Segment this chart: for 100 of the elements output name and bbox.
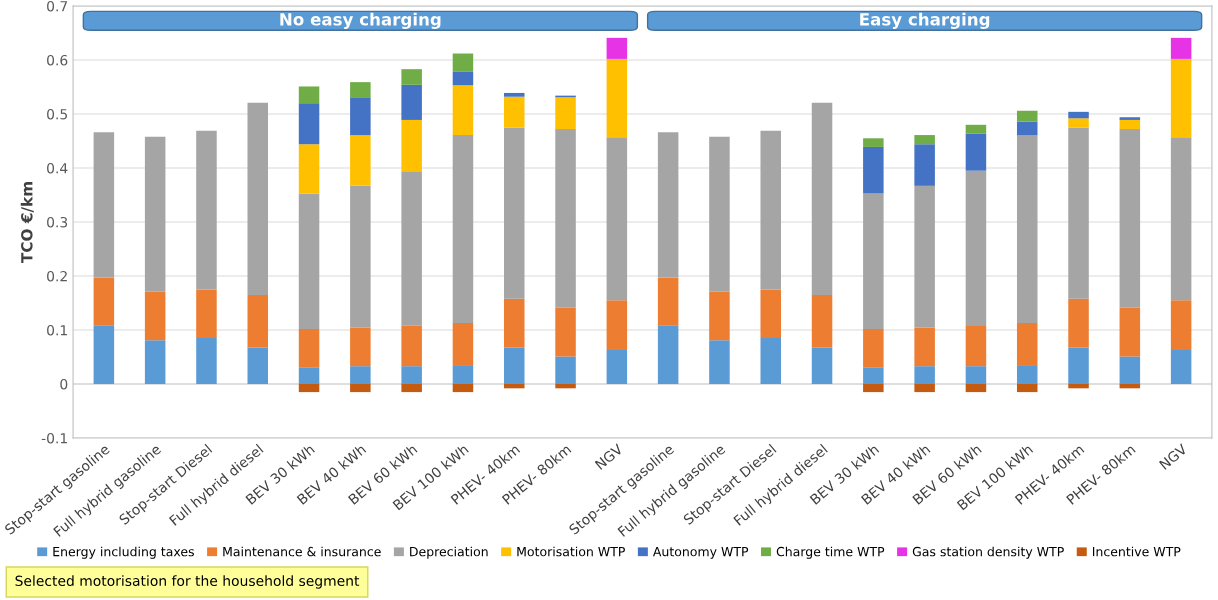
- y-tick-label: 0.7: [47, 0, 68, 12]
- bar: [452, 53, 474, 72]
- bar: [1016, 110, 1038, 122]
- bar: [93, 325, 115, 384]
- bar: [863, 384, 884, 393]
- bar: [144, 136, 166, 292]
- bar: [1016, 121, 1038, 136]
- y-tick-label: 0.3: [47, 216, 68, 228]
- bar: [555, 97, 576, 130]
- bar: [760, 338, 781, 384]
- bar: [298, 193, 320, 329]
- bar: [144, 291, 166, 341]
- bar: [1119, 119, 1141, 130]
- bar: [1068, 298, 1089, 348]
- bar: [1119, 384, 1141, 389]
- bar: [1068, 384, 1089, 389]
- bar: [1068, 347, 1089, 384]
- bar: [709, 291, 730, 341]
- y-tick-label: 0: [60, 378, 68, 390]
- bar: [350, 82, 371, 98]
- bar: [1068, 127, 1089, 299]
- bar: [709, 136, 730, 292]
- bar: [760, 130, 781, 290]
- bar: [914, 384, 935, 393]
- bar: [606, 58, 628, 138]
- bar: [555, 384, 576, 389]
- bar: [298, 384, 320, 393]
- y-tick-label: -0.1: [41, 432, 67, 444]
- bar: [503, 96, 525, 128]
- legend-label: Charge time WTP: [776, 546, 885, 559]
- bar: [93, 277, 115, 326]
- bar: [196, 130, 217, 290]
- bar: [1170, 58, 1192, 138]
- y-tick-label: 0.2: [47, 270, 67, 282]
- bar: [914, 185, 935, 328]
- bar: [1119, 356, 1141, 384]
- bar: [863, 328, 884, 368]
- bar: [401, 366, 422, 384]
- bar: [606, 137, 628, 301]
- legend-label: Motorisation WTP: [517, 546, 625, 557]
- bar: [1119, 307, 1141, 357]
- bar: [1016, 135, 1038, 323]
- bar: [401, 69, 422, 85]
- bar: [863, 367, 884, 384]
- annotation: No easy charging: [280, 12, 441, 29]
- bar: [452, 322, 474, 366]
- bar: [1170, 349, 1192, 384]
- bar: [401, 171, 422, 326]
- bar: [350, 366, 371, 384]
- bar: [965, 366, 987, 384]
- legend-label: Autonomy WTP: [652, 547, 749, 559]
- bar: [657, 132, 679, 278]
- legend-label: Depreciation: [410, 546, 488, 559]
- bar: [196, 338, 217, 384]
- bar: [1068, 111, 1089, 119]
- bar: [298, 328, 320, 368]
- bar: [503, 347, 525, 384]
- text: Selected motorisation for the household segment: [15, 575, 360, 589]
- bar: [555, 129, 576, 308]
- bar: [965, 384, 987, 393]
- bar: [965, 124, 987, 134]
- bar: [350, 135, 371, 186]
- bar: [401, 325, 422, 367]
- bar: [298, 103, 320, 145]
- bar: [914, 327, 935, 367]
- bar: [401, 384, 422, 393]
- bar: [914, 144, 935, 186]
- bar: [863, 146, 884, 194]
- bar: [1170, 137, 1192, 301]
- bar: [760, 289, 781, 339]
- bar: [1119, 129, 1141, 308]
- bar: [144, 340, 166, 384]
- legend-label: Maintenance & insurance: [223, 546, 381, 557]
- bar: [350, 327, 371, 367]
- bar: [350, 185, 371, 328]
- y-tick-label: 0.6: [47, 54, 68, 66]
- bar: [452, 384, 474, 393]
- bar: [965, 170, 987, 326]
- bar: [298, 367, 320, 384]
- legend-label: Gas station density WTP: [912, 546, 1064, 559]
- bar: [452, 135, 474, 323]
- bar: [657, 325, 679, 384]
- bar: [811, 347, 833, 384]
- bar: [452, 71, 474, 86]
- bar: [503, 127, 525, 299]
- annotation: Easy charging: [860, 12, 990, 29]
- bar: [196, 289, 217, 339]
- y-axis-title: TCO €/km: [20, 182, 34, 264]
- bar: [247, 294, 269, 348]
- bar: [1068, 118, 1089, 128]
- bar: [811, 102, 833, 295]
- y-tick-label: 0.1: [47, 324, 67, 336]
- bar: [863, 138, 884, 147]
- bar: [1170, 300, 1192, 350]
- bar: [350, 97, 371, 136]
- bar: [657, 277, 679, 326]
- bar: [1016, 365, 1038, 384]
- bar: [1016, 384, 1038, 393]
- y-tick-label: 0.4: [47, 162, 68, 174]
- bar: [606, 37, 628, 59]
